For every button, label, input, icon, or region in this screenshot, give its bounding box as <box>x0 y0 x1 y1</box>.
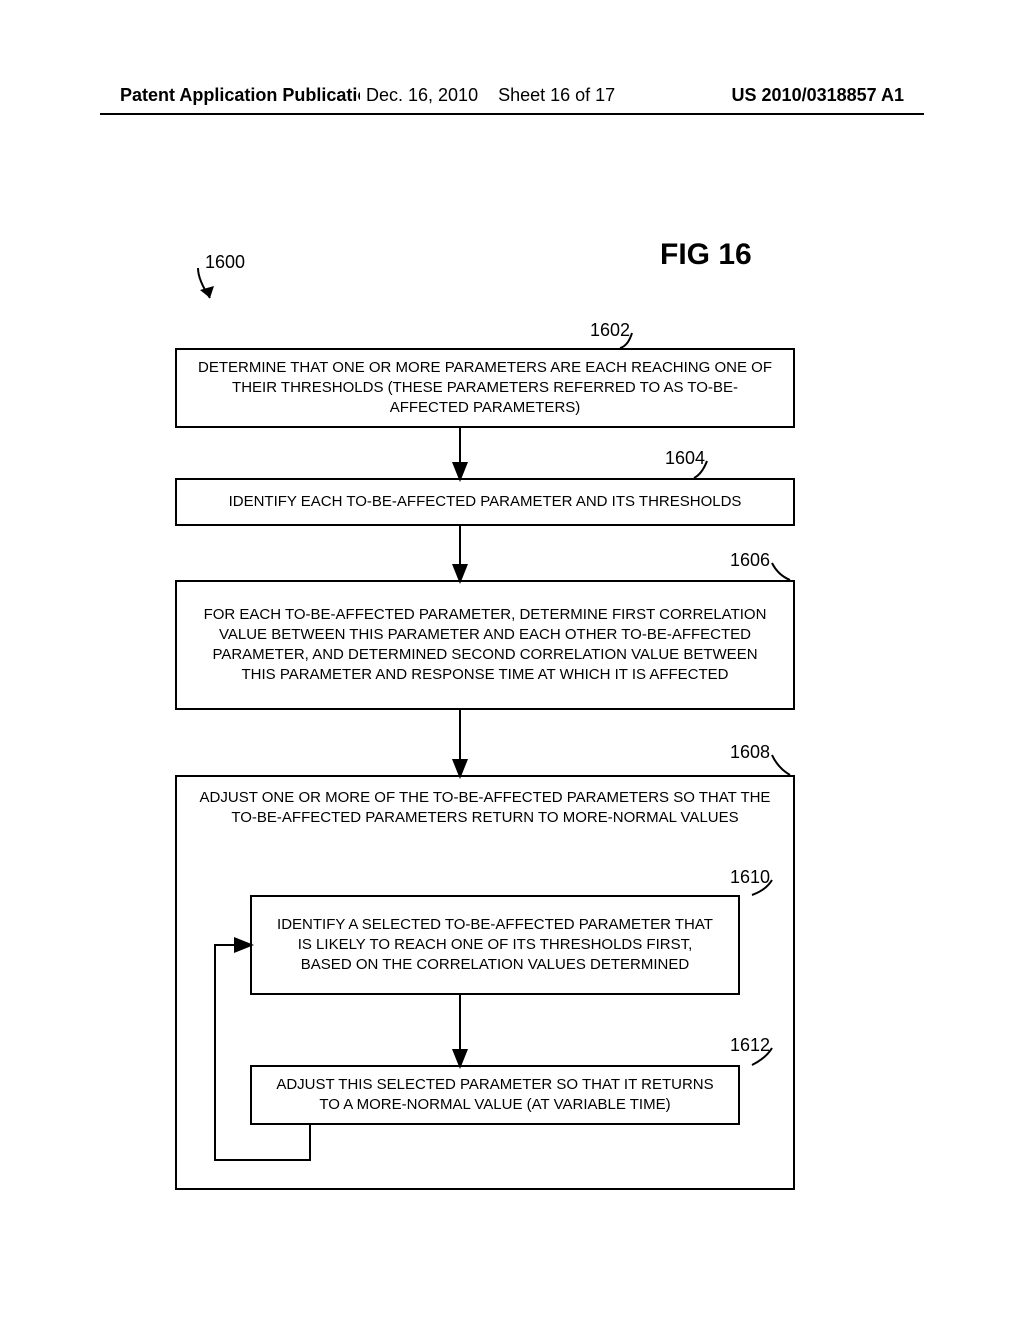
box-1604: IDENTIFY EACH TO-BE-AFFECTED PARAMETER A… <box>175 478 795 526</box>
ref-1600-hook-head <box>200 286 214 298</box>
ref-1604: 1604 <box>665 448 705 469</box>
ref-1612: 1612 <box>730 1035 770 1056</box>
ref-1602: 1602 <box>590 320 630 341</box>
box-1612: ADJUST THIS SELECTED PARAMETER SO THAT I… <box>250 1065 740 1125</box>
box-1608-title: ADJUST ONE OR MORE OF THE TO-BE-AFFECTED… <box>185 788 785 829</box>
header-rule <box>100 113 924 115</box>
ref-1608: 1608 <box>730 742 770 763</box>
ref-1606: 1606 <box>730 550 770 571</box>
box-1606: FOR EACH TO-BE-AFFECTED PARAMETER, DETER… <box>175 580 795 710</box>
page-root: Patent Application Publication Dec. 16, … <box>0 0 1024 1320</box>
ref-1606-hook <box>772 563 790 580</box>
ref-1610: 1610 <box>730 867 770 888</box>
figure-title: FIG 16 <box>660 238 752 272</box>
header-pub-number: US 2010/0318857 A1 <box>726 85 904 106</box>
header-date-sheet: Dec. 16, 2010 Sheet 16 of 17 <box>360 85 621 106</box>
header-sheet: Sheet 16 of 17 <box>498 85 615 105</box>
box-1610: IDENTIFY A SELECTED TO-BE-AFFECTED PARAM… <box>250 895 740 995</box>
header-publication-label: Patent Application Publication <box>120 85 385 106</box>
box-1602: DETERMINE THAT ONE OR MORE PARAMETERS AR… <box>175 348 795 428</box>
ref-1608-hook <box>772 755 790 775</box>
ref-1600: 1600 <box>205 252 245 273</box>
header-date: Dec. 16, 2010 <box>366 85 478 105</box>
